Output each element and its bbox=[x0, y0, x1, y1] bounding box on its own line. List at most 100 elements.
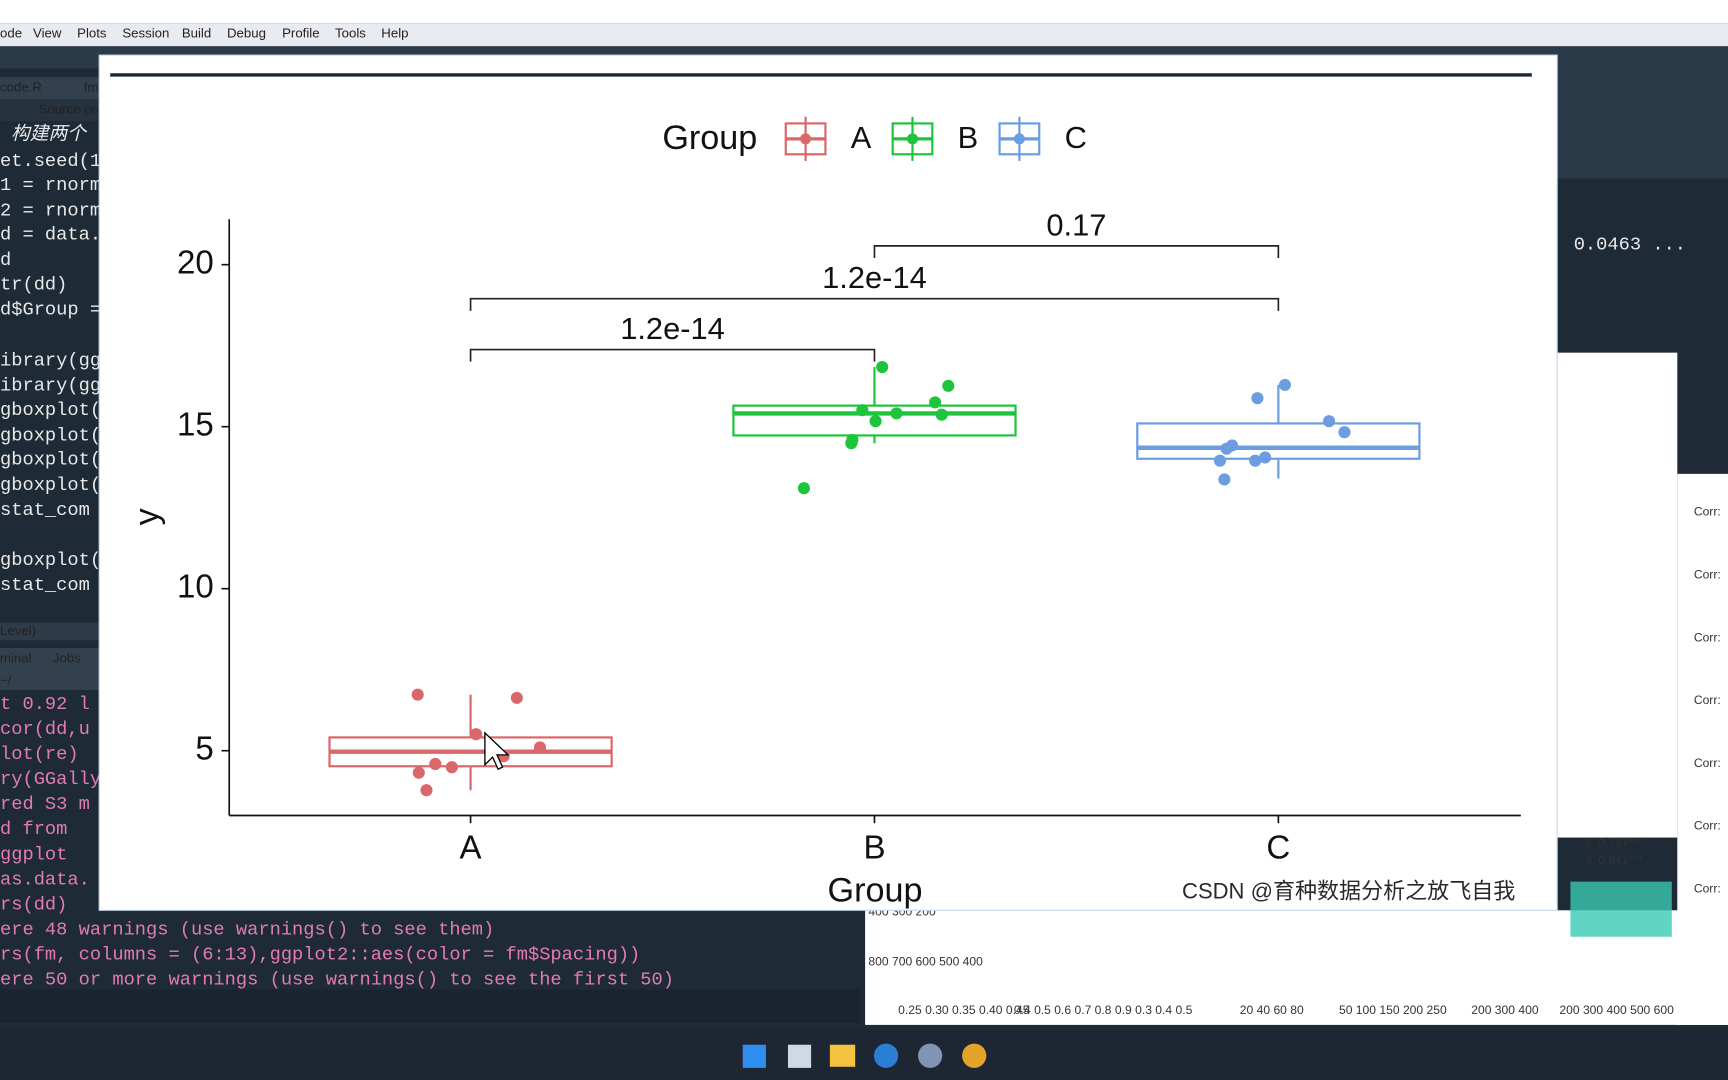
point bbox=[470, 728, 483, 741]
console-line: t 0.92 l bbox=[0, 693, 90, 715]
code-line: gboxplot( bbox=[0, 474, 101, 496]
console-tab: minal bbox=[0, 651, 32, 666]
point bbox=[510, 691, 523, 704]
menu-item[interactable]: Session bbox=[122, 26, 169, 41]
comparison-label: 1.2e-14 bbox=[620, 311, 725, 346]
pairs-x-label: 0.25 0.30 0.35 0.40 0.45 bbox=[898, 1003, 1030, 1017]
point bbox=[869, 415, 882, 428]
app-icon[interactable] bbox=[873, 1043, 899, 1068]
pairs-x-label: 20 40 60 80 bbox=[1240, 1003, 1304, 1017]
point bbox=[1249, 454, 1262, 467]
console-line: d from bbox=[0, 818, 67, 840]
point bbox=[1213, 454, 1227, 467]
pairs-y-label: 800 700 600 500 400 bbox=[868, 954, 983, 968]
menu-item[interactable]: Plots bbox=[77, 26, 107, 41]
y-tick-label: 5 bbox=[195, 730, 213, 767]
widgets-icon[interactable] bbox=[787, 1044, 812, 1068]
menu-bar bbox=[0, 23, 1728, 47]
menu-item[interactable]: ode bbox=[0, 26, 22, 41]
chrome-icon[interactable] bbox=[962, 1043, 987, 1068]
y-tick-label: 10 bbox=[177, 568, 214, 605]
editor-tabs bbox=[0, 77, 100, 100]
plot-window-behind bbox=[1557, 352, 1678, 838]
point bbox=[876, 360, 889, 374]
point bbox=[1220, 442, 1233, 455]
point bbox=[890, 407, 903, 420]
point bbox=[1251, 392, 1264, 405]
taskbar-icons[interactable] bbox=[742, 1043, 987, 1068]
legend-label: A bbox=[851, 120, 872, 155]
menu-item[interactable]: Tools bbox=[335, 26, 366, 41]
corr-label: Corr: bbox=[1694, 693, 1721, 707]
code-line: tr(dd) bbox=[0, 273, 67, 295]
corr-label: Corr: bbox=[1694, 882, 1721, 896]
explorer-icon[interactable] bbox=[829, 1044, 856, 1067]
corr-label: Corr: bbox=[1694, 505, 1721, 519]
point bbox=[1338, 426, 1351, 439]
menu-item[interactable]: View bbox=[33, 26, 62, 41]
legend-key-dot bbox=[906, 133, 918, 145]
corr-label: Corr: bbox=[1694, 819, 1721, 833]
corr-value: 2: 0.737*** bbox=[1585, 835, 1643, 849]
point bbox=[935, 408, 948, 421]
density-plot bbox=[1570, 881, 1672, 937]
console-line: lot(re) bbox=[0, 743, 79, 765]
point bbox=[533, 741, 547, 754]
menu-item[interactable]: Build bbox=[182, 26, 211, 41]
point bbox=[856, 404, 869, 417]
chart: 5 10 15 20 A B C Group y Group A B C 1.2e-14 1.2e-14 0.… bbox=[128, 116, 1521, 910]
legend-key-dot bbox=[800, 133, 812, 145]
console-line: cor(dd,u bbox=[0, 718, 90, 740]
y-tick-label: 20 bbox=[177, 244, 214, 281]
code-line: d bbox=[0, 249, 11, 271]
point bbox=[1278, 378, 1292, 391]
x-tick-label: A bbox=[460, 829, 482, 866]
legend-label: C bbox=[1065, 120, 1087, 155]
code-line: 1 = rnorm bbox=[0, 174, 101, 196]
console-line: ere 50 or more warnings (use warnings() … bbox=[0, 968, 674, 990]
editor-tab: code.R bbox=[0, 80, 42, 95]
menu-item[interactable]: Help bbox=[381, 26, 408, 41]
taskbar[interactable] bbox=[0, 1030, 1728, 1080]
point bbox=[445, 761, 458, 774]
console-tabs bbox=[0, 648, 100, 690]
comparison-bracket bbox=[873, 245, 1280, 258]
point bbox=[411, 688, 424, 701]
menu-item[interactable]: Profile bbox=[282, 26, 319, 41]
corr-value: 3: 0.841*** bbox=[1585, 853, 1643, 867]
x-tick-label: B bbox=[863, 829, 885, 866]
console-line: ere 48 warnings (use warnings() to see t… bbox=[0, 918, 494, 940]
start-button[interactable] bbox=[742, 1044, 766, 1068]
status-bar bbox=[0, 622, 100, 641]
y-tick-label: 15 bbox=[177, 406, 214, 443]
console-line: ry(GGally bbox=[0, 768, 101, 790]
comparison-label: 1.2e-14 bbox=[822, 260, 927, 295]
code-line: d$Group = bbox=[0, 299, 101, 321]
pairs-x-label: 50 100 150 200 250 bbox=[1339, 1003, 1447, 1017]
code-line: 2 = rnorm bbox=[0, 199, 101, 221]
console-line: rs(fm, columns = (6:13),ggplot2::aes(col… bbox=[0, 943, 640, 965]
corr-label: Corr: bbox=[1694, 567, 1721, 581]
corr-label: Corr: bbox=[1694, 630, 1721, 644]
console-tab: Jobs bbox=[53, 651, 81, 666]
comparison-bracket bbox=[469, 297, 1280, 311]
title-bar bbox=[0, 0, 1728, 24]
console-line: as.data. bbox=[0, 868, 90, 890]
r-icon[interactable] bbox=[918, 1043, 943, 1068]
point bbox=[1218, 473, 1231, 486]
plot-window bbox=[98, 54, 1558, 911]
corr-label: Corr: bbox=[1694, 756, 1721, 770]
code-line: gboxplot( bbox=[0, 549, 101, 571]
code-line: gboxplot( bbox=[0, 399, 101, 421]
status-text: Level) bbox=[0, 623, 36, 638]
code-line: ibrary(gg bbox=[0, 349, 101, 371]
point bbox=[846, 433, 859, 447]
pairs-x-label: 0.4 0.5 0.6 0.7 0.8 0.9 bbox=[1014, 1003, 1132, 1017]
pairs-x-label: 200 300 400 500 600 bbox=[1559, 1003, 1674, 1017]
console-line: red S3 m bbox=[0, 793, 90, 815]
point bbox=[1259, 451, 1272, 464]
mouse-cursor bbox=[484, 731, 510, 771]
legend-key-dot bbox=[1013, 133, 1025, 145]
menu-item[interactable]: Debug bbox=[227, 26, 266, 41]
